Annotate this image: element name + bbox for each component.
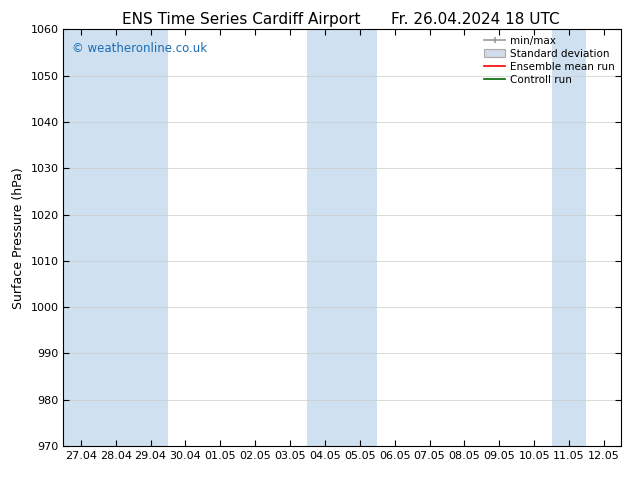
Legend: min/max, Standard deviation, Ensemble mean run, Controll run: min/max, Standard deviation, Ensemble me…: [480, 31, 619, 89]
Bar: [342, 29, 377, 446]
Bar: [133, 29, 168, 446]
Text: Fr. 26.04.2024 18 UTC: Fr. 26.04.2024 18 UTC: [391, 12, 560, 27]
Bar: [552, 29, 586, 446]
Bar: [63, 29, 98, 446]
Y-axis label: Surface Pressure (hPa): Surface Pressure (hPa): [12, 167, 25, 309]
Bar: [98, 29, 133, 446]
Text: © weatheronline.co.uk: © weatheronline.co.uk: [72, 42, 207, 55]
Text: ENS Time Series Cardiff Airport: ENS Time Series Cardiff Airport: [122, 12, 360, 27]
Bar: [307, 29, 342, 446]
